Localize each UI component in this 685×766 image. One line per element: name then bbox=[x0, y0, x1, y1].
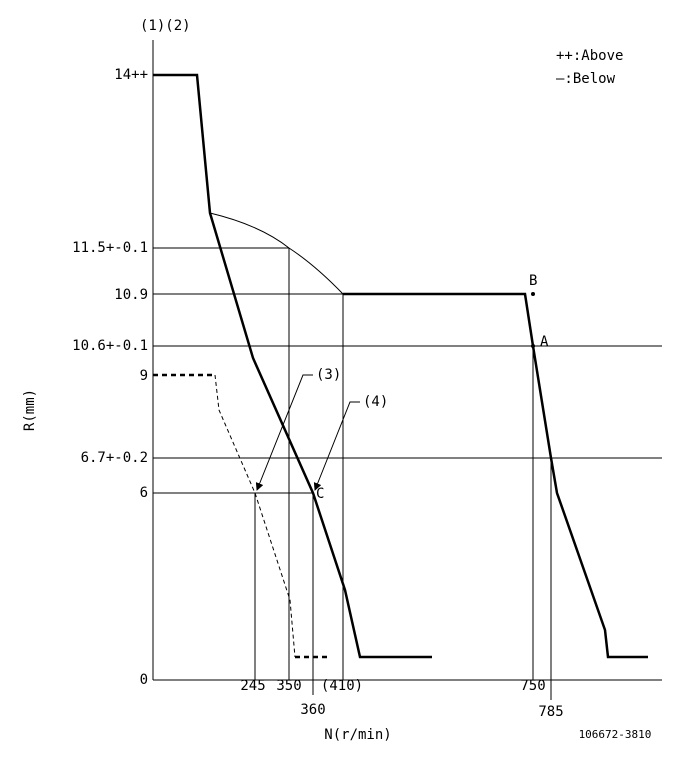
axes bbox=[152, 40, 662, 681]
y-label: 0 bbox=[140, 672, 148, 688]
guide-lines bbox=[153, 247, 662, 700]
leaders bbox=[255, 374, 360, 491]
y-label: 10.6+-0.1 bbox=[72, 338, 148, 354]
x-label: 360 bbox=[300, 702, 325, 718]
annotation: (3) bbox=[316, 367, 341, 383]
y-label: 14++ bbox=[114, 67, 148, 83]
annotation: A bbox=[540, 334, 549, 350]
y-title: R(mm) bbox=[22, 389, 38, 431]
x-label: (410) bbox=[321, 678, 363, 694]
footer-code: 106672-3810 bbox=[579, 728, 652, 741]
y-labels: 14++ 11.5+-0.1 10.9 10.6+-0.1 9 6.7+-0.2… bbox=[72, 67, 148, 688]
x-label: 350 bbox=[276, 678, 301, 694]
annotation: B bbox=[529, 273, 537, 289]
x-label: 785 bbox=[538, 704, 563, 720]
annotation: (4) bbox=[363, 394, 388, 410]
curves bbox=[153, 73, 648, 659]
y-label: 6.7+-0.2 bbox=[81, 450, 148, 466]
legend-above: ++:Above bbox=[556, 48, 623, 64]
y-label: 10.9 bbox=[114, 287, 148, 303]
x-labels: 245 350 (410) 360 750 785 N(r/min) bbox=[240, 678, 563, 743]
legend-below: —:Below bbox=[556, 71, 616, 87]
x-title: N(r/min) bbox=[324, 727, 391, 743]
y-label: 6 bbox=[140, 485, 148, 501]
x-label: 245 bbox=[240, 678, 265, 694]
title: (1)(2) bbox=[140, 18, 191, 34]
x-label: 750 bbox=[520, 678, 545, 694]
y-label: 11.5+-0.1 bbox=[72, 240, 148, 256]
y-label: 9 bbox=[140, 368, 148, 384]
annotation: C bbox=[316, 486, 324, 502]
